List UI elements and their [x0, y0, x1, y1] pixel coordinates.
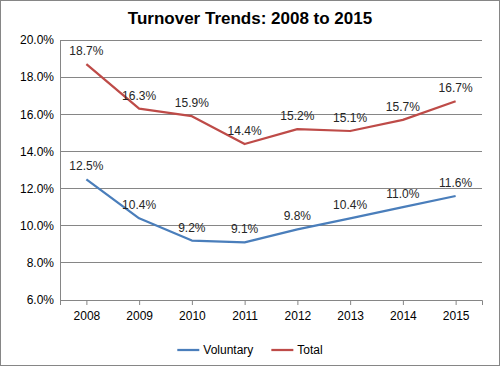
y-tick-label: 12.0%: [20, 182, 54, 196]
x-tick-mark: [403, 300, 404, 305]
x-tick-label: 2014: [390, 309, 417, 323]
data-label: 11.0%: [386, 187, 419, 201]
data-label: 15.2%: [280, 109, 314, 123]
x-tick-mark: [192, 300, 193, 305]
chart-frame: [1, 1, 500, 366]
y-tick: 8.0%: [27, 256, 60, 270]
data-label: 16.3%: [122, 89, 156, 103]
y-tick: 14.0%: [20, 145, 60, 159]
grid-line: [60, 40, 482, 41]
x-tick-label: 2010: [179, 309, 206, 323]
data-label: 15.1%: [333, 111, 367, 125]
series-line: [86, 64, 455, 144]
x-tick-label: 2013: [337, 309, 364, 323]
data-label: 10.4%: [122, 198, 156, 212]
y-tick: 20.0%: [20, 33, 60, 47]
grid-line: [60, 151, 482, 152]
series-line: [86, 179, 455, 242]
grid-line: [60, 262, 482, 263]
chart-title: Turnover Trends: 2008 to 2015: [128, 9, 372, 28]
legend-label: Voluntary: [203, 343, 253, 357]
x-tick-mark: [139, 300, 140, 305]
x-tick-mark: [350, 300, 351, 305]
x-tick: 2008: [74, 300, 101, 323]
y-tick-label: 20.0%: [20, 33, 54, 47]
data-labels: 12.5% 10.4% 9.2% 9.1% 9.8% 10.4% 11.0% 11.6% 18.…: [69, 44, 473, 236]
y-tick: 6.0%: [27, 293, 60, 307]
grid-line: [60, 77, 482, 78]
y-tick-label: 8.0%: [27, 256, 55, 270]
data-label: 18.7%: [69, 44, 103, 58]
chart: 6.0% 8.0% 10.0% 12.0% 14.0% 16.0% 18.0% 20.0% 20…: [0, 0, 500, 366]
data-label: 10.4%: [333, 198, 367, 212]
x-tick-label: 2012: [285, 309, 312, 323]
x-tick-label: 2008: [74, 309, 101, 323]
x-tick-mark: [456, 300, 457, 305]
y-tick: 10.0%: [20, 219, 60, 233]
x-tick-label: 2015: [443, 309, 470, 323]
data-label: 11.6%: [439, 176, 472, 190]
data-label: 9.2%: [178, 221, 206, 235]
data-label: 15.7%: [386, 100, 420, 114]
y-tick-label: 6.0%: [27, 293, 55, 307]
x-tick: 2010: [179, 300, 206, 323]
legend-label: Total: [297, 343, 322, 357]
data-label: 16.7%: [439, 81, 473, 95]
y-tick-label: 16.0%: [20, 108, 54, 122]
data-label: 9.1%: [231, 222, 259, 236]
y-tick: 12.0%: [20, 182, 60, 196]
series-group: [86, 64, 455, 242]
x-tick-mark: [245, 300, 246, 305]
y-axis: 6.0% 8.0% 10.0% 12.0% 14.0% 16.0% 18.0% 20.0%: [20, 33, 61, 307]
x-axis-line: [61, 301, 483, 306]
data-label: 15.9%: [175, 96, 209, 110]
y-tick: 16.0%: [20, 108, 60, 122]
x-tick: 2011: [232, 300, 258, 323]
x-tick: 2009: [126, 300, 153, 323]
legend: Voluntary Total: [177, 343, 322, 357]
x-tick: 2012: [285, 300, 312, 323]
x-tick-mark: [297, 300, 298, 305]
x-tick: 2014: [390, 300, 417, 323]
grid-line: [60, 225, 482, 226]
x-tick-mark: [86, 300, 87, 305]
y-tick: 18.0%: [20, 70, 60, 84]
data-label: 14.4%: [228, 124, 262, 138]
y-axis-line: [60, 41, 61, 301]
x-tick-label: 2011: [232, 309, 258, 323]
x-tick: 2013: [337, 300, 364, 323]
x-tick-label: 2009: [126, 309, 153, 323]
grid: [60, 40, 482, 300]
y-tick-label: 14.0%: [20, 145, 54, 159]
x-axis: 2008 2009 2010 2011 2012 2013 2014 2015: [61, 300, 483, 323]
legend-swatch: [271, 349, 293, 351]
legend-swatch: [177, 349, 199, 351]
data-label: 12.5%: [69, 159, 103, 173]
y-tick-label: 10.0%: [20, 219, 54, 233]
y-tick-label: 18.0%: [20, 70, 54, 84]
data-label: 9.8%: [284, 209, 312, 223]
plot-area: 6.0% 8.0% 10.0% 12.0% 14.0% 16.0% 18.0% 20.0% 20…: [20, 33, 483, 322]
x-tick: 2015: [443, 300, 470, 323]
